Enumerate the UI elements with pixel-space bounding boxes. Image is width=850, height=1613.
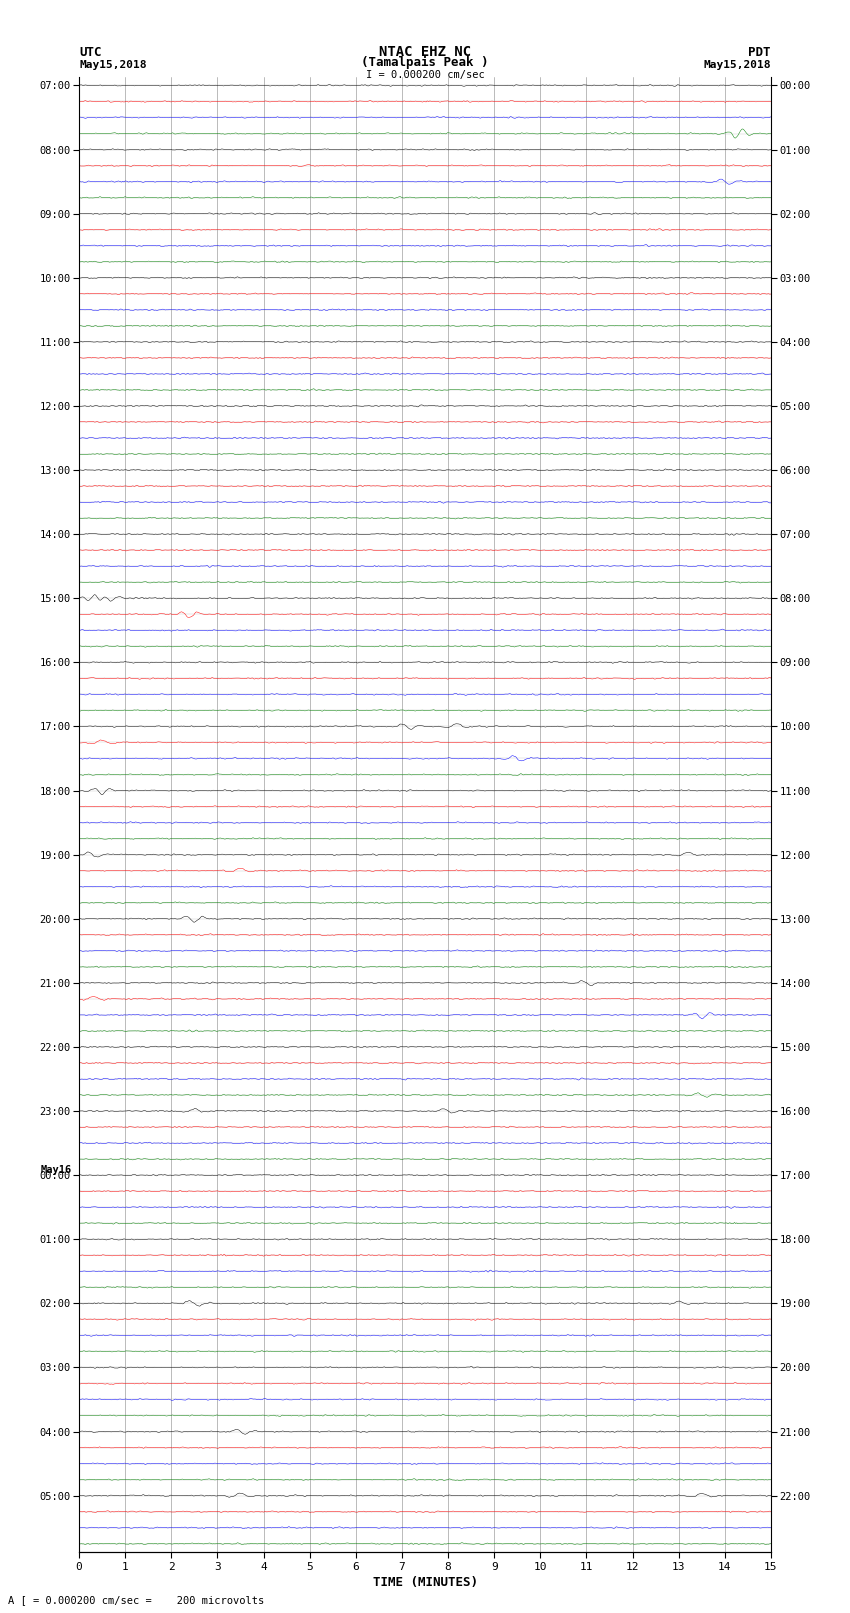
Text: PDT: PDT — [749, 45, 771, 58]
Text: May16: May16 — [41, 1165, 72, 1176]
Text: May15,2018: May15,2018 — [79, 60, 146, 71]
Text: May15,2018: May15,2018 — [704, 60, 771, 71]
Text: A [ = 0.000200 cm/sec =    200 microvolts: A [ = 0.000200 cm/sec = 200 microvolts — [8, 1595, 264, 1605]
Text: NTAC EHZ NC: NTAC EHZ NC — [379, 45, 471, 58]
Text: I = 0.000200 cm/sec: I = 0.000200 cm/sec — [366, 69, 484, 79]
Text: (Tamalpais Peak ): (Tamalpais Peak ) — [361, 56, 489, 69]
Text: UTC: UTC — [79, 45, 101, 58]
X-axis label: TIME (MINUTES): TIME (MINUTES) — [372, 1576, 478, 1589]
